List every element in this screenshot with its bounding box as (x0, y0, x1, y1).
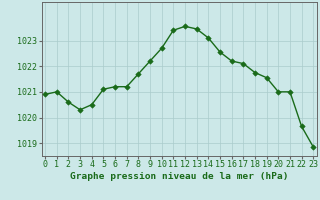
X-axis label: Graphe pression niveau de la mer (hPa): Graphe pression niveau de la mer (hPa) (70, 172, 288, 181)
